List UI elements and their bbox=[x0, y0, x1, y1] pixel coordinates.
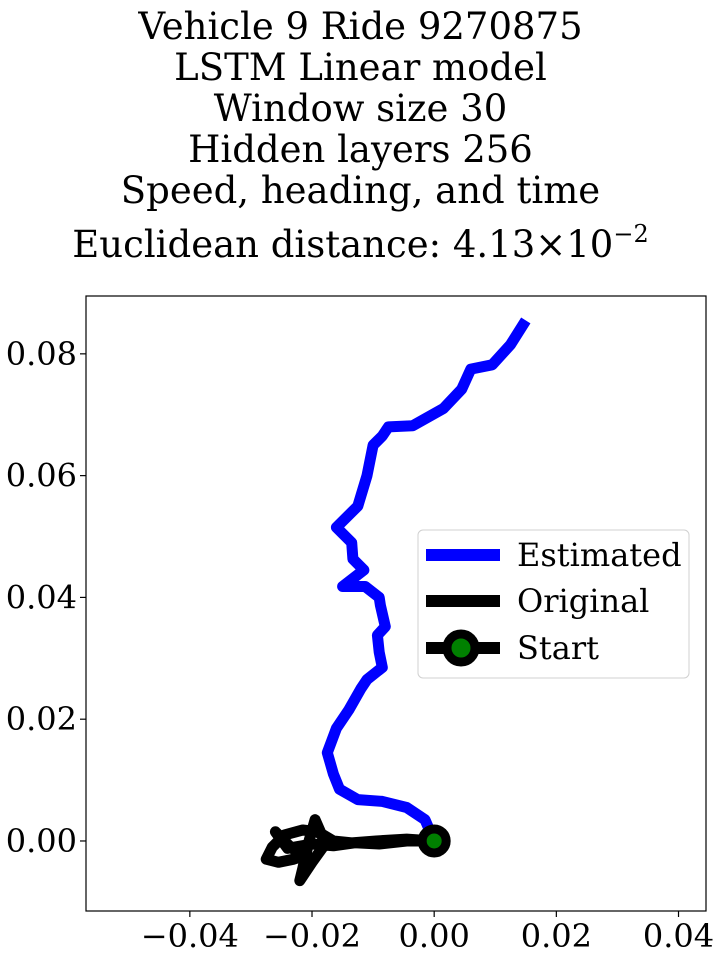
x-axis: −0.04 −0.02 0.00 0.02 0.04 bbox=[141, 911, 714, 955]
x-tick-label: 0.00 bbox=[399, 917, 470, 955]
title-line-6: Euclidean distance: 4.13×10−2 bbox=[0, 214, 721, 265]
legend: Estimated Original Start bbox=[417, 529, 690, 679]
axes-frame bbox=[85, 295, 707, 912]
x-tick-label: −0.02 bbox=[263, 917, 361, 955]
data-layer bbox=[260, 317, 531, 887]
legend-start-label: Start bbox=[517, 629, 599, 667]
legend-box bbox=[417, 529, 690, 679]
legend-start-marker bbox=[442, 629, 480, 667]
distance-label: Euclidean distance: 4.13×10 bbox=[72, 223, 614, 266]
x-tick-label: 0.02 bbox=[521, 917, 592, 955]
start-marker bbox=[417, 824, 451, 858]
y-tick-label: 0.06 bbox=[6, 457, 77, 495]
title-line-4: Hidden layers 256 bbox=[188, 128, 533, 171]
series-line-estimated bbox=[321, 317, 531, 844]
y-tick-label: 0.02 bbox=[6, 700, 77, 738]
distance-exponent: −2 bbox=[613, 220, 649, 248]
title-line-3: Window size 30 bbox=[213, 87, 508, 130]
y-tick-label: 0.00 bbox=[6, 822, 77, 860]
legend-estimated-label: Estimated bbox=[517, 536, 682, 574]
legend-original-label: Original bbox=[517, 582, 649, 620]
y-tick-label: 0.04 bbox=[6, 578, 77, 616]
title-line-1: Vehicle 9 Ride 9270875 bbox=[138, 5, 583, 48]
y-tick-label: 0.08 bbox=[6, 335, 77, 373]
x-tick-label: −0.04 bbox=[141, 917, 239, 955]
series-line-original bbox=[260, 814, 435, 887]
title-line-5: Speed, heading, and time bbox=[120, 169, 601, 212]
y-axis: 0.00 0.02 0.04 0.06 0.08 bbox=[6, 335, 86, 860]
title-line-2: LSTM Linear model bbox=[174, 46, 547, 89]
x-tick-label: 0.04 bbox=[643, 917, 714, 955]
